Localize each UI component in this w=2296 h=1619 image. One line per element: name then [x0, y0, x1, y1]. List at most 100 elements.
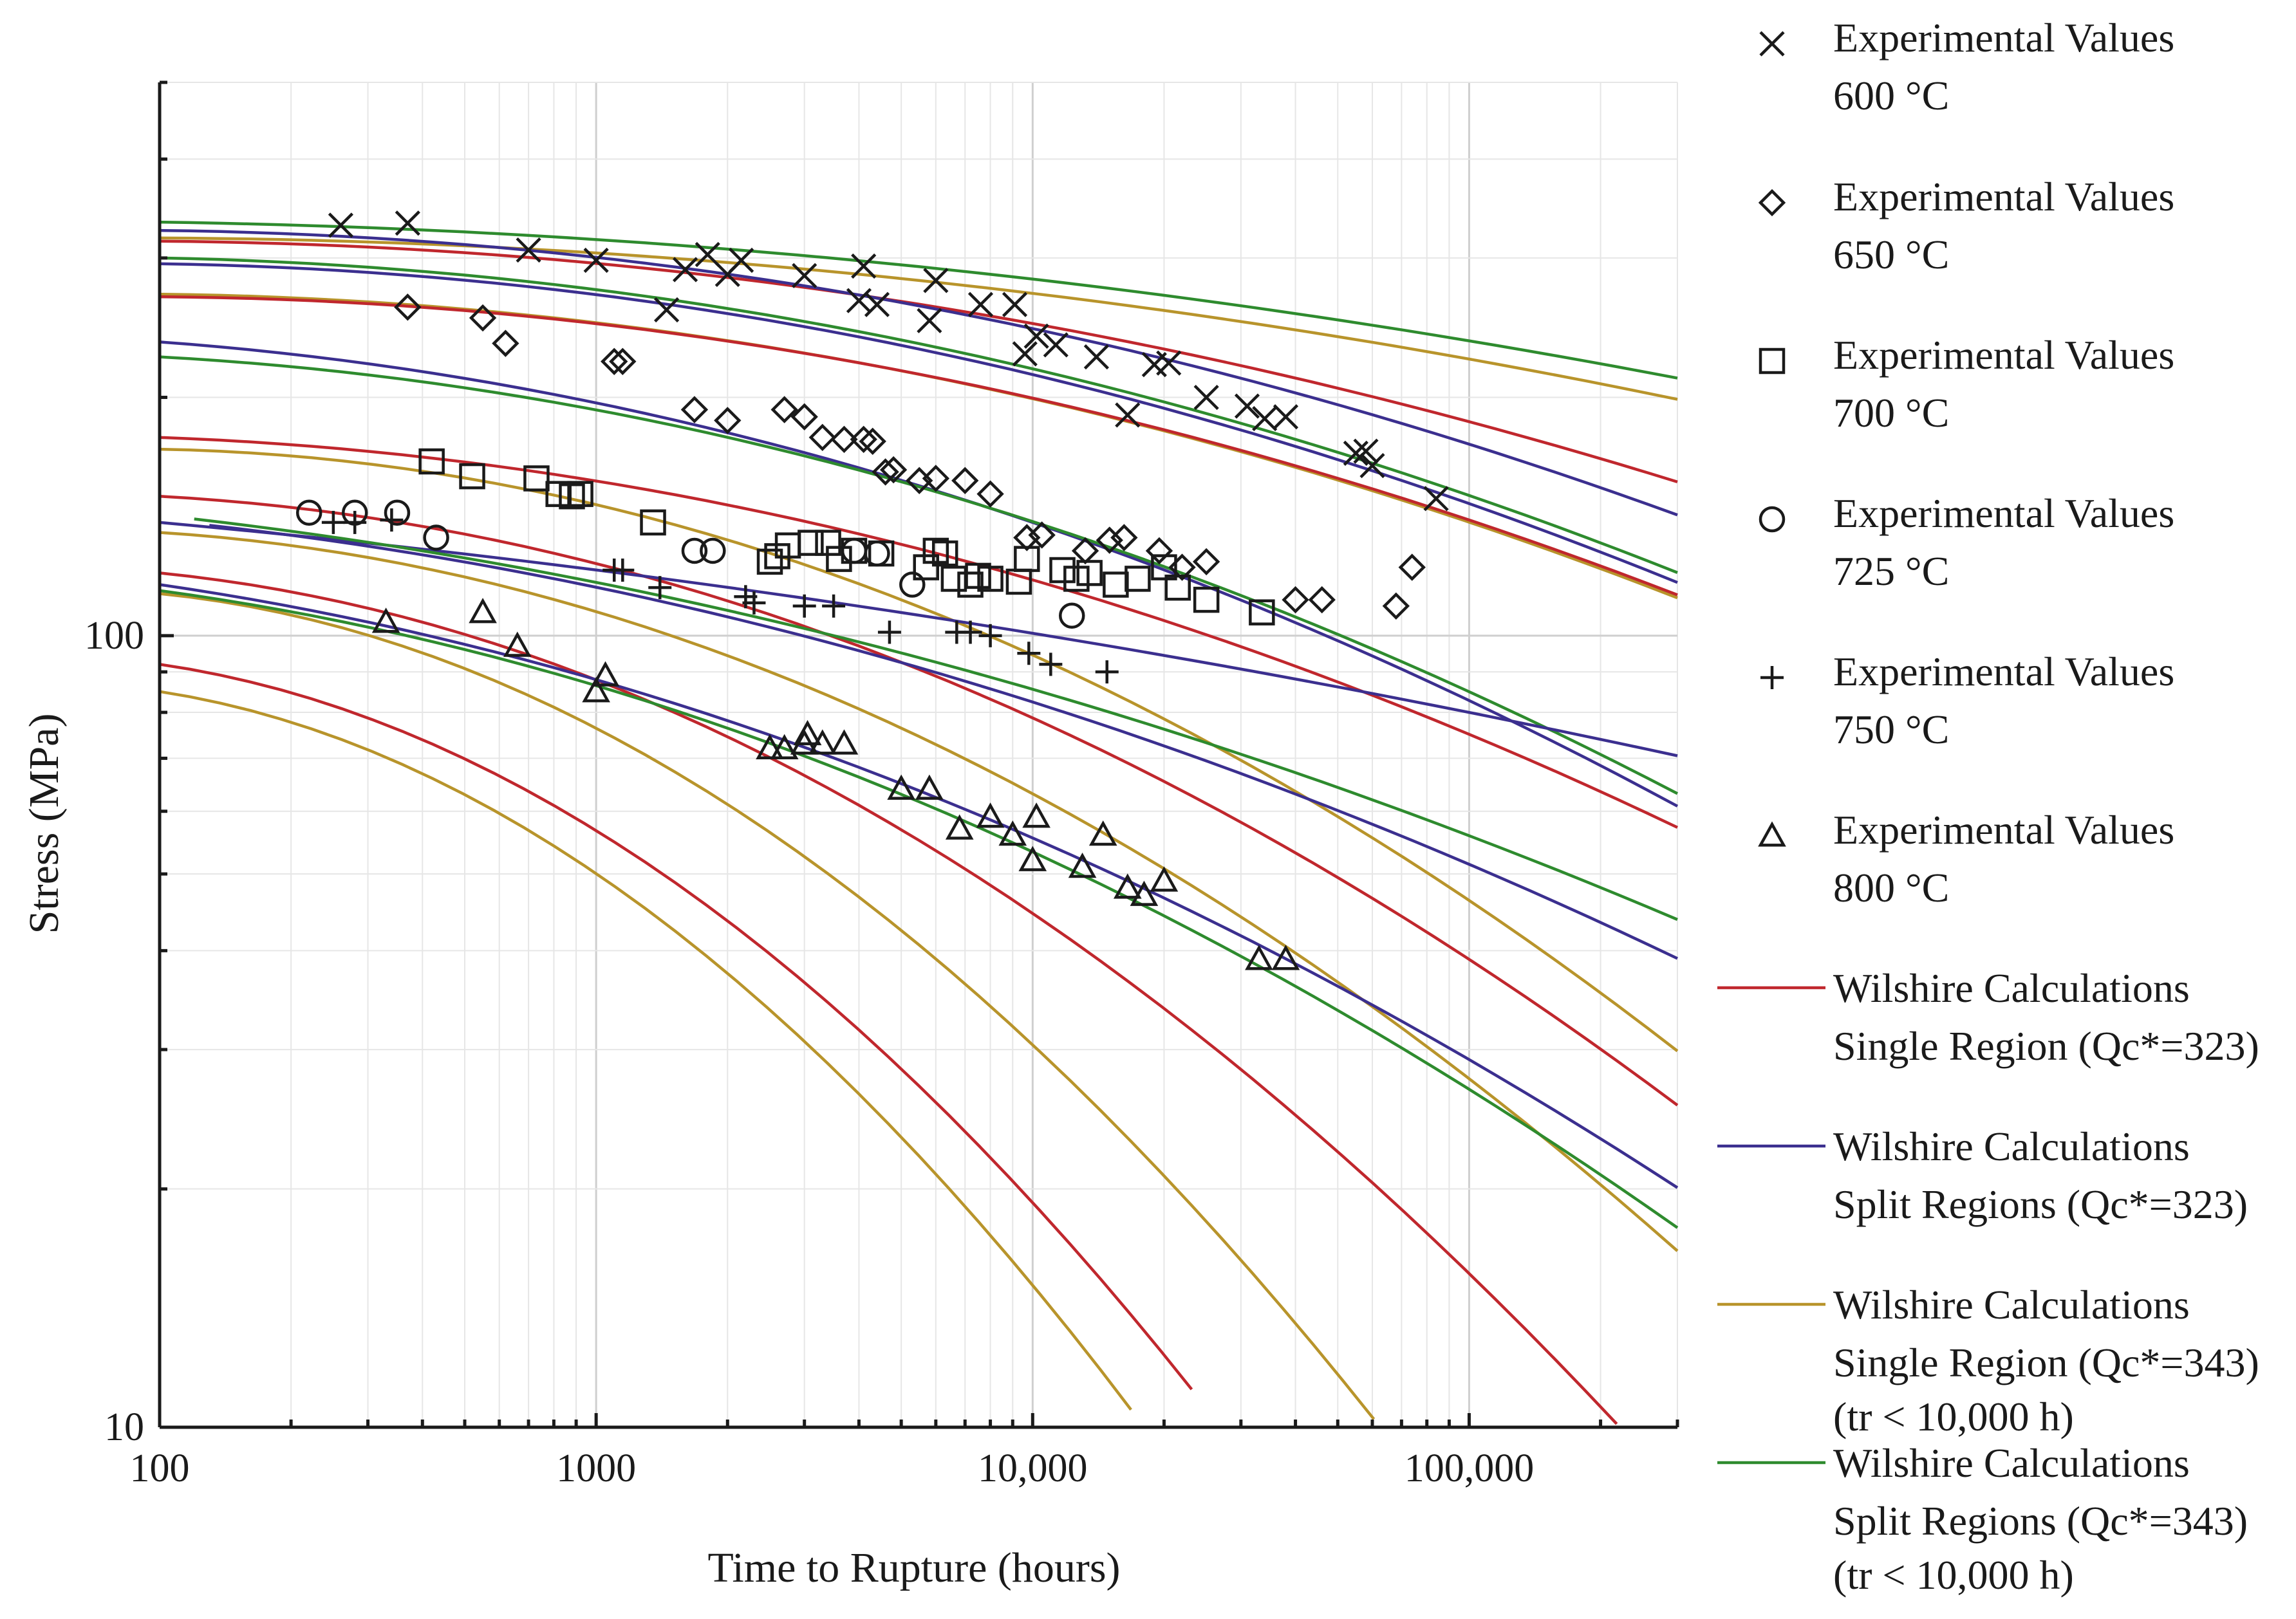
curve-600-blue [159, 228, 1678, 517]
data-point-diamond [830, 425, 858, 453]
x-marker-stroke [1273, 404, 1299, 430]
triangle-marker-shape [591, 661, 620, 687]
data-point-diamond [922, 465, 950, 492]
square-marker-shape [756, 548, 783, 575]
diamond-marker-shape [1382, 592, 1410, 620]
grid [158, 82, 1678, 1429]
data-point-triangle [998, 820, 1027, 846]
triangle-marker-shape [945, 814, 974, 840]
data-point-square [1103, 571, 1129, 598]
square-marker-shape [1063, 566, 1090, 592]
data-point-plus [822, 594, 846, 618]
triangle-marker-shape [1113, 873, 1142, 899]
data-point-square [940, 566, 967, 592]
x-marker-stroke [1012, 341, 1038, 367]
data-point-x [328, 212, 354, 238]
data-point-triangle [1130, 880, 1159, 906]
data-point-plus [648, 576, 672, 600]
circle-marker-shape [384, 499, 411, 526]
curve-800-gold [159, 690, 1132, 1411]
x-tick-label: 1000 [556, 1447, 636, 1490]
x-axis-title: Time to Rupture (hours) [707, 1544, 1120, 1591]
data-point-x [1156, 350, 1182, 376]
curve-600-gold [159, 236, 1678, 401]
data-point-diamond [492, 329, 519, 357]
curve-700-red [159, 436, 1678, 829]
data-point-square [1151, 554, 1177, 580]
diamond-marker-shape [1398, 553, 1426, 581]
legend-text-line1: Wilshire Calculations [1833, 965, 2190, 1011]
data-point-square [798, 530, 824, 556]
square-marker-shape [1151, 554, 1177, 580]
data-point-triangle [976, 802, 1005, 828]
curve-800-red [159, 663, 1193, 1391]
diamond-marker-shape [609, 347, 637, 375]
data-point-triangle [945, 814, 974, 840]
data-point-diamond [601, 347, 628, 375]
data-point-square [559, 483, 585, 510]
data-point-circle [841, 537, 868, 564]
legend-marker-square [1759, 347, 1786, 375]
data-point-diamond [469, 304, 497, 332]
data-point-x [728, 247, 754, 273]
diamond-marker-shape [872, 458, 899, 486]
diamond-marker-shape [1308, 586, 1336, 614]
data-point-x [1353, 438, 1379, 464]
legend-entry: Wilshire Calculations Split Regions (Qc*=… [1717, 1124, 2248, 1227]
y-tick-label: 100 [84, 614, 144, 658]
data-point-square [1014, 546, 1040, 572]
x-marker-stroke [653, 297, 680, 323]
square-marker-shape [1249, 599, 1275, 625]
triangle-marker-shape [1150, 866, 1179, 892]
data-point-square [1125, 566, 1151, 592]
square-marker-shape [459, 463, 485, 490]
square-marker-shape [1193, 586, 1220, 613]
x-marker-stroke [728, 247, 754, 273]
data-point-square [1164, 574, 1191, 601]
legend-marker-circle [1759, 506, 1786, 533]
data-point-square [1193, 586, 1220, 613]
data-point-x [1193, 384, 1219, 411]
legend-text-line1: Experimental Values [1833, 807, 2174, 853]
legend-text-line2: Single Region (Qc*=343) [1833, 1340, 2259, 1385]
axes [158, 80, 1679, 1429]
data-point-square [957, 571, 984, 598]
diamond-marker-shape [922, 465, 950, 492]
data-point-circle [1059, 602, 1085, 629]
data-point-triangle [1271, 945, 1300, 970]
triangle-marker-shape [756, 734, 784, 759]
legend-entry: Wilshire Calculations Single Region (Qc*=… [1717, 965, 2259, 1069]
triangle-marker-shape [1068, 852, 1097, 878]
data-point-diamond [808, 423, 836, 451]
data-point-triangle [756, 734, 784, 759]
triangle-marker-shape [976, 802, 1005, 828]
triangle-marker-shape [1271, 945, 1300, 970]
legend-entry: Wilshire Calculations Single Region (Qc*=… [1717, 1282, 2259, 1439]
data-point-circle [700, 537, 726, 564]
curve-650-green [159, 256, 1678, 574]
data-point-triangle [793, 719, 822, 746]
square-marker-shape [798, 530, 824, 556]
circle-marker-shape [1059, 602, 1085, 629]
data-point-x [695, 242, 720, 268]
diamond-marker-shape [770, 396, 798, 423]
data-point-x [1115, 402, 1141, 428]
data-point-square [977, 566, 1003, 592]
x-marker-stroke [1083, 344, 1109, 370]
data-point-diamond [714, 407, 742, 434]
data-point-diamond [1110, 524, 1138, 551]
x-marker-stroke [516, 237, 541, 263]
legend-text-line2: 750 °C [1833, 707, 1949, 752]
data-point-triangle [1068, 852, 1097, 878]
square-marker-shape [1049, 557, 1076, 584]
curve-725-red [159, 494, 1679, 1107]
data-point-plus [380, 508, 404, 532]
triangle-marker-shape [469, 598, 497, 624]
diamond-marker-shape [976, 480, 1004, 508]
x-marker-stroke [851, 253, 877, 279]
diamond-marker-shape [830, 425, 858, 453]
legend-text-line1: Experimental Values [1833, 174, 2174, 219]
diamond-marker-shape [1028, 521, 1056, 549]
diamond-marker-shape [394, 293, 422, 321]
